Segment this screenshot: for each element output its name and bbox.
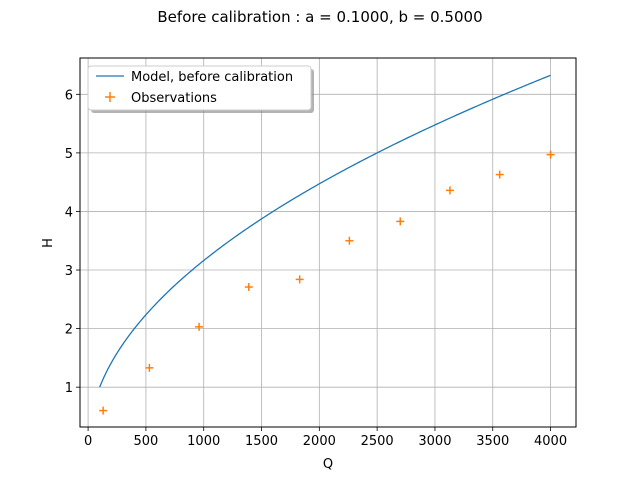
legend: Model, before calibration Observations [87, 65, 314, 113]
observation-point [445, 186, 454, 195]
y-tick-label: 4 [65, 205, 73, 220]
model-line [99, 74, 551, 388]
legend-box [87, 65, 312, 111]
x-tick-label: 4000 [534, 434, 567, 449]
x-tick-label: 2000 [303, 434, 336, 449]
axes-frame [79, 57, 577, 428]
x-tick-label: 1000 [187, 434, 220, 449]
observation-point [396, 217, 405, 226]
x-tick-label: 3500 [476, 434, 509, 449]
y-tick-label: 6 [65, 88, 73, 103]
x-tick-label: 0 [84, 434, 92, 449]
x-axis-label: Q [323, 457, 333, 472]
chart-title: Before calibration : a = 0.1000, b = 0.5… [157, 8, 482, 26]
observation-point [345, 236, 354, 245]
ticks: 0 500 1000 1500 2000 2500 3000 3500 4000 1 2 3 4 5 6 [65, 88, 567, 449]
x-tick-label: 500 [133, 434, 158, 449]
x-tick-label: 3000 [418, 434, 451, 449]
observation-point [295, 275, 304, 284]
observation-point [145, 363, 154, 372]
legend-entry-observations: Observations [131, 91, 217, 106]
legend-entry-model: Model, before calibration [131, 70, 293, 85]
x-tick-label: 1500 [245, 434, 278, 449]
y-tick-label: 1 [65, 381, 73, 396]
observation-point [244, 283, 253, 292]
y-axis-label: H [41, 238, 56, 248]
x-tick-label: 2500 [361, 434, 394, 449]
observation-point [195, 322, 204, 331]
observation-point [546, 150, 555, 159]
y-tick-label: 3 [65, 264, 73, 279]
grid [80, 58, 576, 427]
legend-plus-swatch [105, 92, 115, 102]
plot-area [99, 74, 555, 415]
y-tick-label: 2 [65, 323, 73, 338]
y-tick-label: 5 [65, 147, 73, 162]
observation-point [495, 170, 504, 179]
observation-point [99, 406, 108, 415]
